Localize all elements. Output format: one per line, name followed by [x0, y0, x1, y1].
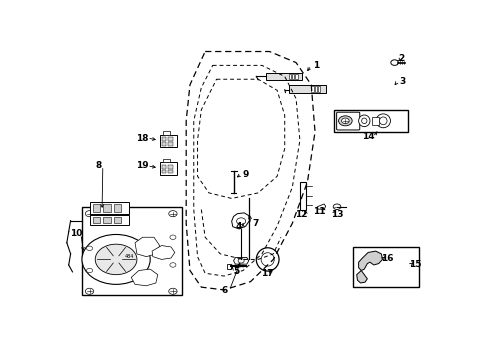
Circle shape [236, 218, 245, 225]
FancyBboxPatch shape [288, 85, 326, 93]
Text: 4: 4 [235, 222, 241, 231]
FancyBboxPatch shape [161, 170, 166, 174]
FancyBboxPatch shape [317, 86, 320, 92]
FancyBboxPatch shape [161, 138, 166, 141]
Text: 484: 484 [124, 254, 134, 259]
Polygon shape [233, 257, 248, 264]
Circle shape [86, 268, 92, 273]
Text: 12: 12 [295, 210, 307, 219]
Polygon shape [131, 269, 158, 286]
Text: 14: 14 [361, 132, 374, 141]
Text: 6: 6 [221, 286, 227, 295]
FancyBboxPatch shape [103, 217, 111, 223]
Ellipse shape [358, 115, 369, 127]
Circle shape [390, 60, 398, 66]
FancyBboxPatch shape [92, 204, 100, 212]
Text: 1: 1 [312, 61, 318, 70]
FancyBboxPatch shape [295, 74, 297, 79]
Ellipse shape [375, 114, 389, 128]
Circle shape [332, 204, 340, 210]
Text: 17: 17 [261, 269, 273, 278]
Circle shape [85, 288, 94, 294]
FancyBboxPatch shape [310, 86, 313, 92]
FancyBboxPatch shape [114, 204, 121, 212]
FancyBboxPatch shape [352, 247, 418, 287]
FancyBboxPatch shape [82, 207, 182, 296]
Text: 8: 8 [95, 161, 101, 170]
FancyBboxPatch shape [89, 215, 129, 225]
Text: 10: 10 [70, 229, 82, 238]
FancyBboxPatch shape [159, 162, 176, 175]
FancyBboxPatch shape [168, 142, 173, 146]
FancyBboxPatch shape [336, 112, 359, 130]
Circle shape [168, 288, 177, 294]
FancyBboxPatch shape [161, 142, 166, 146]
FancyBboxPatch shape [168, 165, 173, 169]
Text: 7: 7 [251, 220, 258, 229]
Polygon shape [356, 270, 366, 283]
Text: 11: 11 [313, 207, 325, 216]
FancyBboxPatch shape [89, 202, 129, 214]
FancyBboxPatch shape [163, 131, 170, 135]
FancyBboxPatch shape [161, 165, 166, 169]
FancyBboxPatch shape [159, 135, 176, 147]
FancyBboxPatch shape [168, 170, 173, 174]
Ellipse shape [261, 253, 274, 266]
Circle shape [86, 246, 92, 251]
Circle shape [338, 116, 351, 126]
Circle shape [169, 263, 176, 267]
Text: 3: 3 [398, 77, 405, 86]
Polygon shape [135, 237, 159, 257]
FancyBboxPatch shape [291, 74, 294, 79]
Ellipse shape [379, 117, 386, 125]
Circle shape [238, 258, 244, 263]
Polygon shape [152, 246, 175, 260]
Text: 5: 5 [233, 266, 239, 275]
Circle shape [82, 234, 150, 284]
Circle shape [169, 235, 176, 239]
FancyBboxPatch shape [226, 264, 231, 269]
FancyBboxPatch shape [103, 204, 111, 212]
FancyBboxPatch shape [265, 73, 301, 80]
Text: 18: 18 [136, 134, 148, 143]
FancyBboxPatch shape [92, 217, 100, 223]
FancyBboxPatch shape [288, 74, 290, 79]
Text: 2: 2 [398, 54, 404, 63]
Polygon shape [358, 251, 382, 270]
Circle shape [341, 118, 348, 123]
Ellipse shape [361, 118, 366, 123]
Polygon shape [231, 213, 249, 229]
Circle shape [95, 244, 137, 275]
Ellipse shape [256, 248, 279, 271]
Text: 15: 15 [408, 260, 421, 269]
Circle shape [168, 211, 177, 217]
Text: 19: 19 [136, 161, 149, 170]
Text: 13: 13 [331, 210, 344, 219]
FancyBboxPatch shape [333, 110, 407, 132]
Polygon shape [317, 204, 325, 210]
Circle shape [85, 211, 94, 217]
FancyBboxPatch shape [371, 117, 378, 125]
FancyBboxPatch shape [314, 86, 316, 92]
FancyBboxPatch shape [168, 138, 173, 141]
FancyBboxPatch shape [163, 159, 170, 162]
Text: 9: 9 [243, 170, 249, 179]
FancyBboxPatch shape [114, 217, 121, 223]
FancyBboxPatch shape [299, 182, 305, 210]
Text: 16: 16 [380, 255, 392, 264]
